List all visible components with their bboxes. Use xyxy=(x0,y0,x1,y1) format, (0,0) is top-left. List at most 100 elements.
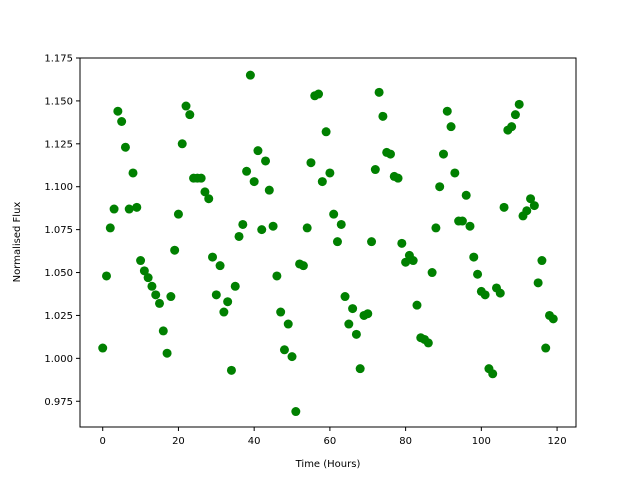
data-point xyxy=(522,206,532,216)
data-point xyxy=(401,257,411,267)
data-point xyxy=(488,369,498,379)
y-tick-label: 1.050 xyxy=(44,268,73,279)
data-point xyxy=(173,209,183,219)
data-point xyxy=(120,142,130,152)
data-point xyxy=(306,158,316,168)
data-point xyxy=(302,223,312,233)
data-point xyxy=(143,273,153,283)
data-point xyxy=(272,271,282,281)
data-point xyxy=(219,307,229,317)
y-tick-label: 1.125 xyxy=(44,139,73,150)
data-point xyxy=(340,292,350,302)
x-tick-label: 20 xyxy=(172,436,185,447)
data-point xyxy=(105,223,115,233)
data-point xyxy=(291,407,301,417)
data-point xyxy=(208,252,218,262)
data-point xyxy=(442,106,452,116)
data-point xyxy=(457,216,467,226)
data-point xyxy=(495,288,505,298)
data-point xyxy=(397,238,407,248)
data-point xyxy=(245,70,255,80)
y-tick-label: 1.150 xyxy=(44,96,73,107)
x-tick-label: 0 xyxy=(100,436,106,447)
data-point xyxy=(181,101,191,111)
data-point xyxy=(234,231,244,241)
data-point xyxy=(223,297,233,307)
data-point xyxy=(136,256,146,266)
data-point xyxy=(204,194,214,204)
data-point xyxy=(348,304,358,314)
data-point xyxy=(261,156,271,166)
data-point xyxy=(215,261,225,271)
data-point xyxy=(298,261,308,271)
data-point xyxy=(473,269,483,279)
x-axis-label: Time (Hours) xyxy=(295,459,361,470)
data-point xyxy=(351,329,361,339)
data-point xyxy=(226,365,236,375)
y-tick-label: 1.075 xyxy=(44,225,73,236)
data-point xyxy=(533,278,543,288)
data-point xyxy=(264,185,274,195)
data-point xyxy=(132,202,142,212)
data-point xyxy=(431,223,441,233)
data-point xyxy=(344,319,354,329)
data-point xyxy=(124,204,134,214)
data-point xyxy=(548,314,558,324)
data-point xyxy=(423,338,433,348)
data-point xyxy=(196,173,206,183)
data-point xyxy=(336,219,346,229)
data-point xyxy=(170,245,180,255)
data-point xyxy=(147,281,157,291)
data-point xyxy=(438,149,448,159)
data-point xyxy=(408,256,418,266)
data-point xyxy=(238,219,248,229)
data-point xyxy=(355,364,365,374)
data-point xyxy=(435,182,445,192)
data-point xyxy=(321,127,331,137)
x-tick-label: 120 xyxy=(548,436,567,447)
data-point xyxy=(113,106,123,116)
y-tick-label: 1.175 xyxy=(44,54,73,65)
data-point xyxy=(363,309,373,319)
y-tick-label: 1.000 xyxy=(44,354,73,365)
data-point xyxy=(499,202,509,212)
data-point xyxy=(283,319,293,329)
x-tick-label: 100 xyxy=(472,436,491,447)
data-point xyxy=(155,298,165,308)
x-axis: 0 20 40 60 80 100 120 xyxy=(100,427,567,447)
data-point xyxy=(541,343,551,353)
data-point xyxy=(385,149,395,159)
plot-frame xyxy=(79,57,577,428)
data-point xyxy=(279,345,289,355)
data-point xyxy=(109,204,119,214)
data-point xyxy=(427,268,437,278)
data-point xyxy=(537,256,547,266)
y-tick-label: 0.975 xyxy=(44,397,73,408)
data-point xyxy=(450,168,460,178)
data-point xyxy=(98,343,108,353)
data-point xyxy=(325,168,335,178)
data-point xyxy=(242,166,252,176)
x-tick-label: 60 xyxy=(324,436,337,447)
data-point xyxy=(102,271,111,281)
data-point xyxy=(166,292,176,302)
data-point xyxy=(469,252,479,262)
data-point xyxy=(332,237,342,247)
x-tick-label: 40 xyxy=(248,436,261,447)
x-tick-label: 80 xyxy=(399,436,412,447)
data-point xyxy=(268,221,278,231)
data-point xyxy=(249,177,259,187)
data-point xyxy=(317,177,327,187)
data-point xyxy=(177,139,187,149)
y-axis-label: Normalised Flux xyxy=(12,202,23,283)
data-point xyxy=(158,326,168,336)
data-point xyxy=(510,110,520,120)
data-point xyxy=(393,173,403,183)
data-point xyxy=(151,290,161,300)
data-point xyxy=(461,190,471,200)
data-point xyxy=(185,110,195,120)
y-axis: 0.975 1.000 1.025 1.050 1.075 1.100 1.125 1.150… xyxy=(44,54,80,408)
data-point xyxy=(412,300,422,310)
